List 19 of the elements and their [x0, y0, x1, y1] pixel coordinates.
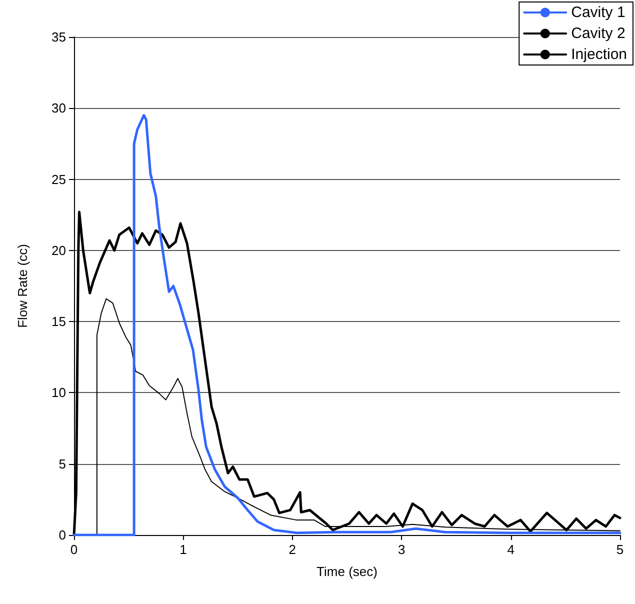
y-tick-label: 35 — [52, 30, 66, 44]
legend-label: Injection — [571, 46, 628, 63]
x-tick-label: 2 — [288, 542, 296, 557]
x-tick-label: 0 — [70, 542, 78, 557]
x-tick-label: 1 — [180, 542, 187, 557]
x-tick-label: 3 — [398, 542, 406, 557]
y-axis-title: Flow Rate (cc) — [15, 244, 30, 328]
x-tick-label: 5 — [616, 542, 624, 557]
y-tick-label: 5 — [58, 456, 66, 472]
x-tick-label: 4 — [507, 542, 514, 557]
y-tick-label: 15 — [52, 314, 66, 330]
y-tick-label: 30 — [52, 100, 66, 116]
legend-label: Cavity 2 — [571, 25, 626, 42]
x-axis-title: Time (sec) — [316, 564, 378, 579]
legend-label: Cavity 1 — [571, 4, 626, 21]
y-tick-label: 0 — [58, 528, 66, 542]
y-tick-label: 10 — [52, 385, 66, 400]
y-tick-label: 25 — [52, 172, 66, 187]
y-tick-label: 20 — [52, 242, 66, 258]
